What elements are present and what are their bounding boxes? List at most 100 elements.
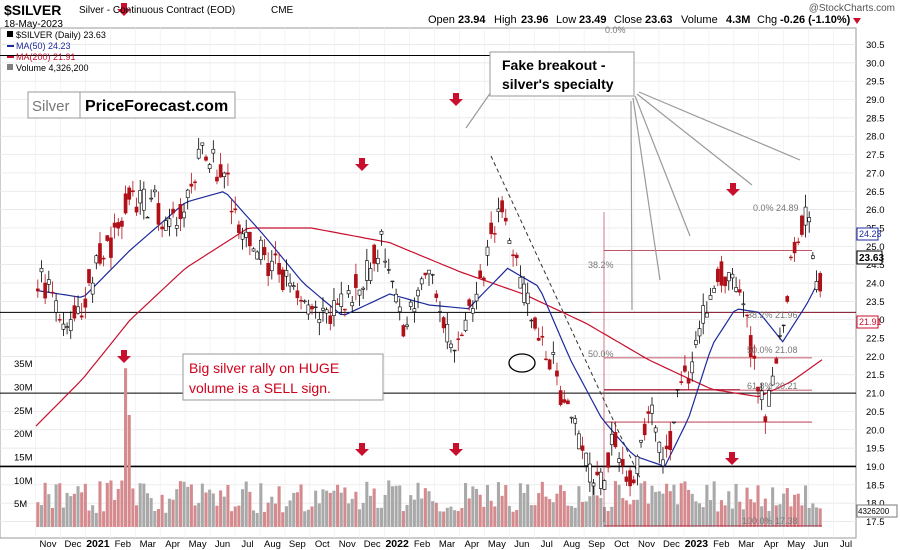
time-tick-label: Jun [514, 539, 529, 550]
volume-bar [635, 499, 639, 527]
ma50-path [35, 191, 823, 468]
candle-body [375, 257, 380, 265]
candle-body [105, 235, 110, 241]
volume-bar [763, 498, 767, 527]
volume-bar [767, 510, 771, 527]
volume-bar [749, 499, 753, 527]
time-tick-label: Jun [215, 539, 230, 550]
price-tick-label: 24.5 [866, 260, 885, 271]
candle-body [555, 370, 559, 377]
candle-body [302, 300, 307, 303]
fake-breakout-line2: silver's specialty [502, 76, 614, 92]
candle-body [811, 255, 815, 259]
candle-body [401, 325, 406, 337]
volume-bar [255, 512, 259, 527]
fib-label-r0: 0.0% 24.89 [753, 203, 799, 213]
candle-body [635, 456, 640, 475]
volume-bar [708, 500, 713, 527]
volume-bar [588, 496, 592, 527]
volume-bar [124, 368, 128, 527]
candle-body [522, 283, 526, 303]
candle-body [785, 296, 790, 302]
candle-body [492, 233, 497, 235]
candle-body [653, 427, 658, 433]
candle-body [796, 241, 801, 243]
candle-body [397, 306, 402, 312]
price-tick-label: 24.0 [866, 279, 885, 290]
chg-down-icon [853, 18, 861, 24]
volume-bar [87, 510, 91, 527]
price-tick-label: 23.5 [866, 297, 885, 308]
volume-bar [793, 494, 797, 527]
volume-bar [215, 505, 219, 527]
candle-body [770, 375, 775, 386]
volume-bar [650, 485, 654, 527]
candle-body [668, 431, 673, 451]
candle-body [79, 315, 84, 318]
candle-body [474, 293, 479, 302]
volume-bar [482, 506, 486, 527]
volume-bar [303, 511, 307, 527]
volume-bar [36, 502, 40, 527]
fib-label-r50: 50.0% 21.08 [747, 345, 798, 355]
volume-bar [105, 482, 109, 527]
volume-bar [222, 496, 226, 527]
volume-tick-label: 30M [14, 382, 33, 393]
volume-bar [434, 502, 438, 527]
candle-body [116, 222, 121, 229]
volume-bar [200, 483, 204, 527]
candle-body [335, 303, 340, 305]
volume-bar [467, 498, 471, 527]
big-rally-line2: volume is a SELL sign. [189, 380, 331, 396]
candle-body [215, 176, 219, 182]
volume-bar [661, 493, 665, 527]
time-tick-label: Dec [364, 539, 381, 550]
candle-body [807, 217, 812, 223]
candle-body [646, 411, 651, 414]
candle-body [686, 378, 691, 384]
volume-bar [376, 507, 380, 527]
watermark-box [27, 91, 236, 119]
volume-tick-label: 15M [14, 452, 33, 463]
volume-bars [36, 368, 822, 527]
candle-body [368, 268, 373, 281]
candle-body [291, 285, 296, 287]
volume-bar [237, 505, 241, 527]
volume-bar [72, 493, 76, 527]
candle-body [134, 206, 139, 213]
candle-body [672, 421, 676, 424]
candle-body [485, 246, 490, 256]
volume-bar [153, 510, 157, 527]
candle-body [529, 319, 534, 322]
down-arrow-icon [355, 449, 369, 456]
candle-body [127, 187, 132, 200]
volume-bar [167, 498, 171, 527]
volume-bar [142, 483, 146, 527]
candle-body [741, 303, 746, 306]
close-tag: 23.63 [859, 253, 884, 264]
down-arrow-icon [449, 99, 463, 106]
candle-body [416, 289, 420, 297]
down-arrow-icon [355, 164, 369, 171]
candle-body [207, 164, 212, 169]
candle-body [178, 204, 183, 220]
volume-value: 4.3M [726, 14, 750, 26]
volume-bar [427, 491, 431, 527]
chart-legend: $SILVER (Daily) 23.63 MA(50) 24.23 MA(20… [7, 30, 106, 73]
price-tick-label: 18.5 [866, 480, 885, 491]
fib-label-r618: 61.8% 20.21 [747, 381, 798, 391]
volume-bar [683, 481, 687, 527]
volume-bar [219, 490, 223, 527]
candle-body [445, 323, 450, 343]
volume-bar [113, 499, 117, 527]
volume-bar [697, 503, 702, 527]
time-tick-label: Dec [64, 539, 81, 550]
time-tick-label: Jul [541, 539, 553, 550]
candle-body [50, 291, 55, 294]
down-arrow-icon [117, 9, 131, 16]
candle-body [544, 358, 548, 361]
volume-bar [507, 505, 511, 527]
candle-body [269, 260, 274, 272]
candle-body [258, 239, 263, 260]
candle-body [419, 278, 424, 285]
